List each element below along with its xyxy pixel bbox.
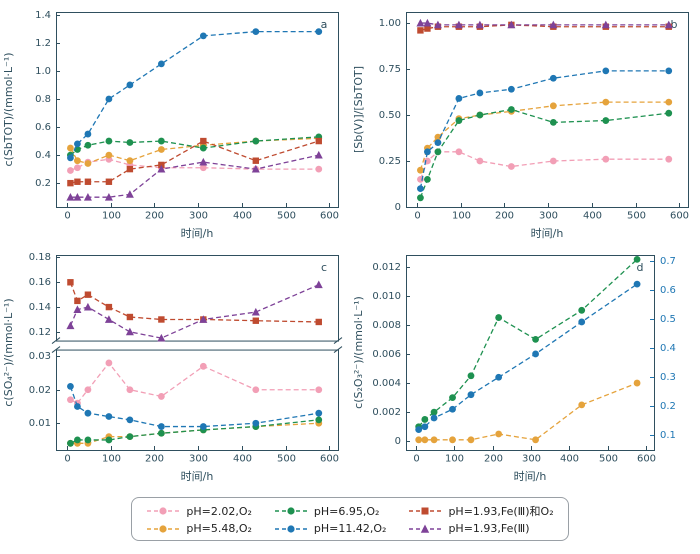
legend-marker-icon <box>274 524 307 533</box>
legend-item: pH=1.93,Fe(Ⅲ) <box>408 522 553 535</box>
chart-b-canvas <box>350 0 700 243</box>
legend-item: pH=5.48,O₂ <box>146 522 252 535</box>
legend-label: pH=6.95,O₂ <box>313 504 380 518</box>
legend-marker-icon <box>409 524 442 533</box>
legend-label: pH=1.93,Fe(Ⅲ)和O₂ <box>448 505 554 518</box>
legend-label: pH=5.48,O₂ <box>186 522 252 535</box>
legend-item: pH=11.42,O₂ <box>274 522 387 535</box>
legend-item: pH=2.02,O₂ <box>146 503 252 519</box>
chart-c-canvas <box>0 243 350 486</box>
legend-item: pH=1.93,Fe(Ⅲ)和O₂ <box>408 503 554 519</box>
legend-marker-icon <box>147 524 180 533</box>
legend: pH=2.02,O₂ pH=6.95,O₂ pH=1.93,Fe(Ⅲ)和O₂ pH=5… <box>131 497 569 541</box>
charts-grid <box>0 0 700 486</box>
legend-marker-icon <box>147 507 180 515</box>
legend-label: pH=2.02,O₂ <box>186 504 252 518</box>
legend-label: pH=11.42,O₂ <box>313 522 387 535</box>
legend-marker-icon <box>274 507 307 515</box>
legend-area: pH=2.02,O₂ pH=6.95,O₂ pH=1.93,Fe(Ⅲ)和O₂ pH=5… <box>0 486 700 552</box>
legend-item: pH=6.95,O₂ <box>274 503 387 519</box>
legend-marker-icon <box>409 507 442 515</box>
chart-a-canvas <box>0 0 350 243</box>
chart-d-canvas <box>350 243 700 486</box>
legend-label: pH=1.93,Fe(Ⅲ) <box>448 522 530 535</box>
